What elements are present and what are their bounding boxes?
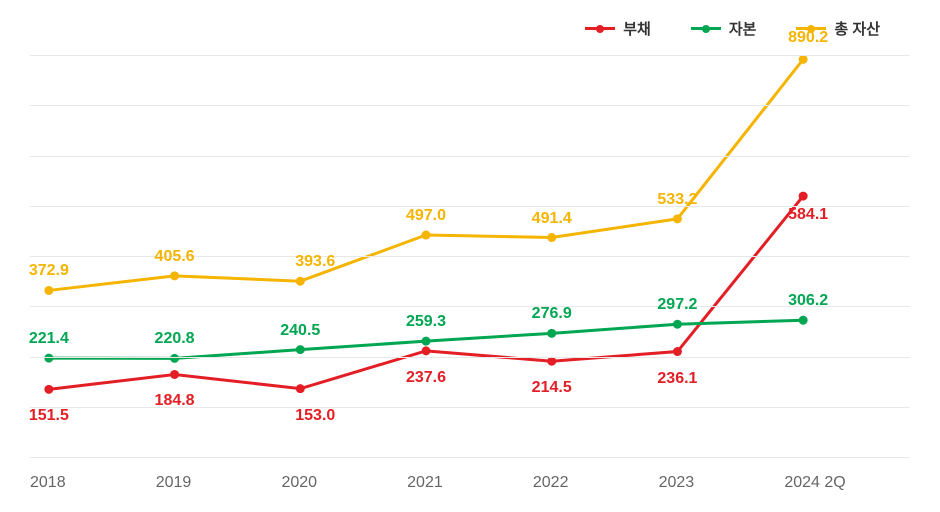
legend-label: 자본 xyxy=(729,18,757,39)
data-point xyxy=(547,233,556,242)
x-axis-label: 2020 xyxy=(281,474,407,492)
x-axis-label: 2019 xyxy=(156,474,282,492)
x-axis-label: 2018 xyxy=(30,474,156,492)
data-point xyxy=(673,214,682,223)
data-point xyxy=(673,347,682,356)
data-label: 276.9 xyxy=(532,305,572,323)
legend-item: 자본 xyxy=(691,18,757,39)
data-point xyxy=(44,286,53,295)
data-point xyxy=(296,277,305,286)
data-point xyxy=(44,385,53,394)
data-label: 372.9 xyxy=(29,262,69,280)
data-point xyxy=(673,320,682,329)
grid-line xyxy=(30,105,910,106)
data-label: 491.4 xyxy=(532,210,572,228)
legend-marker xyxy=(585,27,615,30)
grid-line xyxy=(30,357,910,358)
x-axis-labels: 2018201920202021202220232024 2Q xyxy=(30,474,910,492)
data-point xyxy=(170,370,179,379)
legend-item: 부채 xyxy=(585,18,651,39)
data-label: 533.2 xyxy=(657,191,697,209)
data-label: 184.8 xyxy=(155,392,195,410)
data-point xyxy=(422,231,431,240)
data-point xyxy=(296,384,305,393)
data-point xyxy=(547,357,556,366)
data-point xyxy=(799,192,808,201)
data-point xyxy=(547,329,556,338)
data-label: 393.6 xyxy=(295,253,335,271)
data-point xyxy=(170,354,179,363)
series-line xyxy=(49,196,803,389)
data-label: 220.8 xyxy=(155,330,195,348)
data-point xyxy=(799,55,808,64)
data-label: 306.2 xyxy=(788,292,828,310)
x-axis-label: 2022 xyxy=(533,474,659,492)
data-point xyxy=(422,346,431,355)
data-label: 153.0 xyxy=(295,407,335,425)
legend-marker xyxy=(691,27,721,30)
data-point xyxy=(44,354,53,363)
grid-line xyxy=(30,457,910,458)
data-label: 151.5 xyxy=(29,407,69,425)
data-label: 497.0 xyxy=(406,207,446,225)
data-label: 890.2 xyxy=(788,29,828,47)
data-label: 584.1 xyxy=(788,206,828,224)
legend-label: 부채 xyxy=(623,18,651,39)
data-label: 259.3 xyxy=(406,313,446,331)
legend: 부채 자본 총 자산 xyxy=(585,18,880,39)
plot-area: 151.5 184.8 153.0 237.6 214.5 236.1 584.1 221.4… xyxy=(30,55,910,457)
data-label: 236.1 xyxy=(657,370,697,388)
data-label: 405.6 xyxy=(155,248,195,266)
grid-line xyxy=(30,156,910,157)
data-label: 240.5 xyxy=(280,322,320,340)
data-label: 297.2 xyxy=(657,296,697,314)
x-axis-label: 2024 2Q xyxy=(784,474,910,492)
grid-line xyxy=(30,306,910,307)
data-point xyxy=(296,345,305,354)
data-label: 237.6 xyxy=(406,369,446,387)
legend-label: 총 자산 xyxy=(834,18,880,39)
x-axis-label: 2021 xyxy=(407,474,533,492)
data-label: 221.4 xyxy=(29,330,69,348)
grid-line xyxy=(30,206,910,207)
grid-line xyxy=(30,55,910,56)
data-point xyxy=(799,316,808,325)
data-label: 214.5 xyxy=(532,379,572,397)
data-point xyxy=(170,271,179,280)
x-axis-label: 2023 xyxy=(659,474,785,492)
chart-container: 부채 자본 총 자산 151.5 184.8 153.0 237.6 214.5 236.1 5… xyxy=(0,0,940,512)
data-point xyxy=(422,337,431,346)
